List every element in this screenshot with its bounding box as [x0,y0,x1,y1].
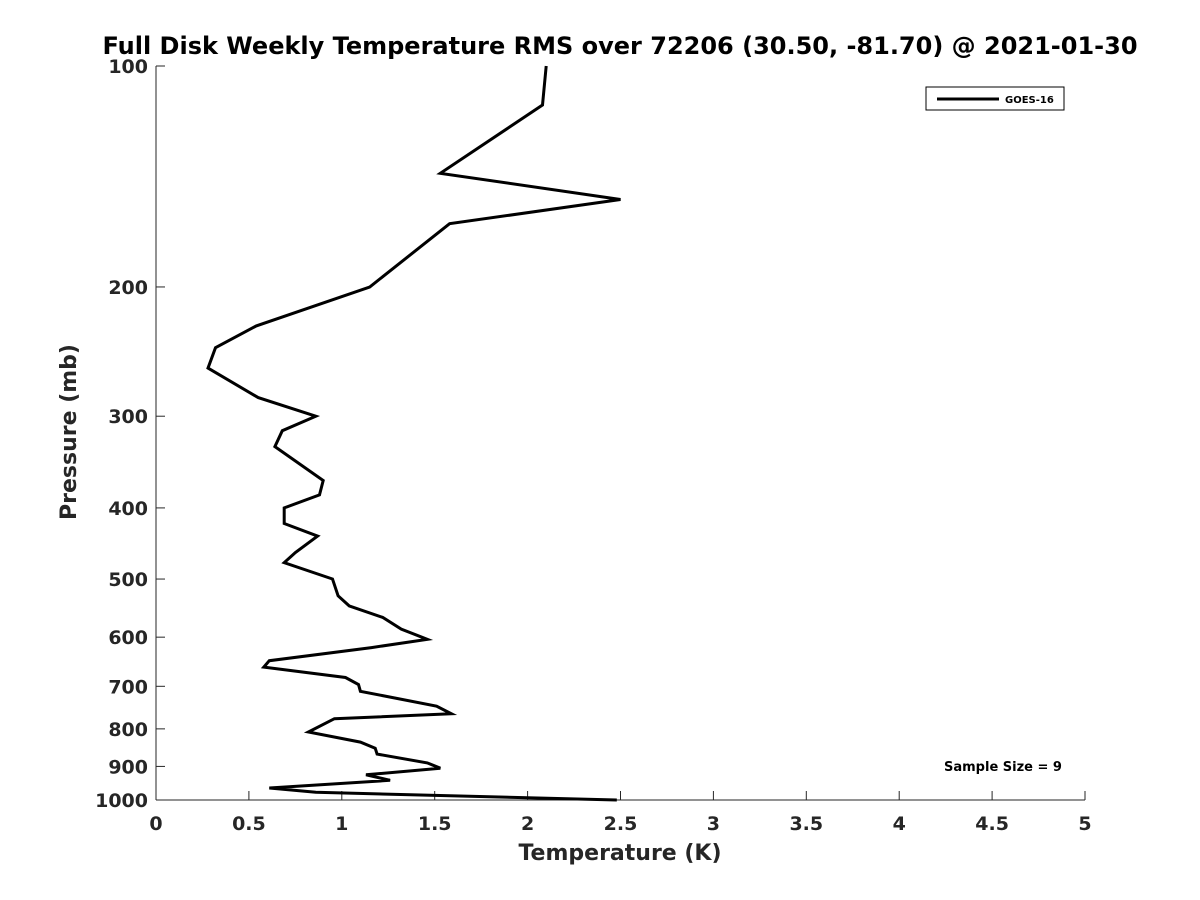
y-tick-label: 700 [108,676,148,698]
legend-label: GOES-16 [1005,95,1054,106]
y-tick-label: 100 [108,56,148,78]
y-tick-label: 200 [108,277,148,299]
series-line-goes-16 [206,65,621,802]
legend: GOES-16 [925,86,1065,111]
y-tick-label: 400 [108,498,148,520]
y-tick-label: 900 [108,756,148,778]
sample-size-annotation: Sample Size = 9 [944,760,1062,775]
x-tick-label: 4 [893,813,906,835]
x-tick-label: 1.5 [418,813,452,835]
x-tick-label: 0.5 [232,813,266,835]
x-tick-label: 2 [521,813,534,835]
x-tick-label: 3 [707,813,720,835]
x-axis-label: Temperature (K) [518,841,721,866]
y-axis-label: Pressure (mb) [57,344,82,520]
x-tick-label: 5 [1078,813,1091,835]
plot-area [206,65,621,802]
y-tick-label: 800 [108,719,148,741]
x-tick-label: 1 [335,813,348,835]
x-tick-label: 2.5 [604,813,638,835]
chart-title: Full Disk Weekly Temperature RMS over 72… [102,32,1137,60]
y-tick-label: 600 [108,627,148,649]
x-tick-label: 3.5 [789,813,823,835]
x-tick-label: 4.5 [975,813,1009,835]
axes: 0 0.5 1 1.5 2 2.5 3 3.5 4 4.5 5 100 200 300 400 500 600 7… [95,56,1092,835]
x-tick-label: 0 [149,813,162,835]
y-tick-label: 300 [108,406,148,428]
y-tick-label: 500 [108,569,148,591]
y-tick-label: 1000 [95,790,148,812]
